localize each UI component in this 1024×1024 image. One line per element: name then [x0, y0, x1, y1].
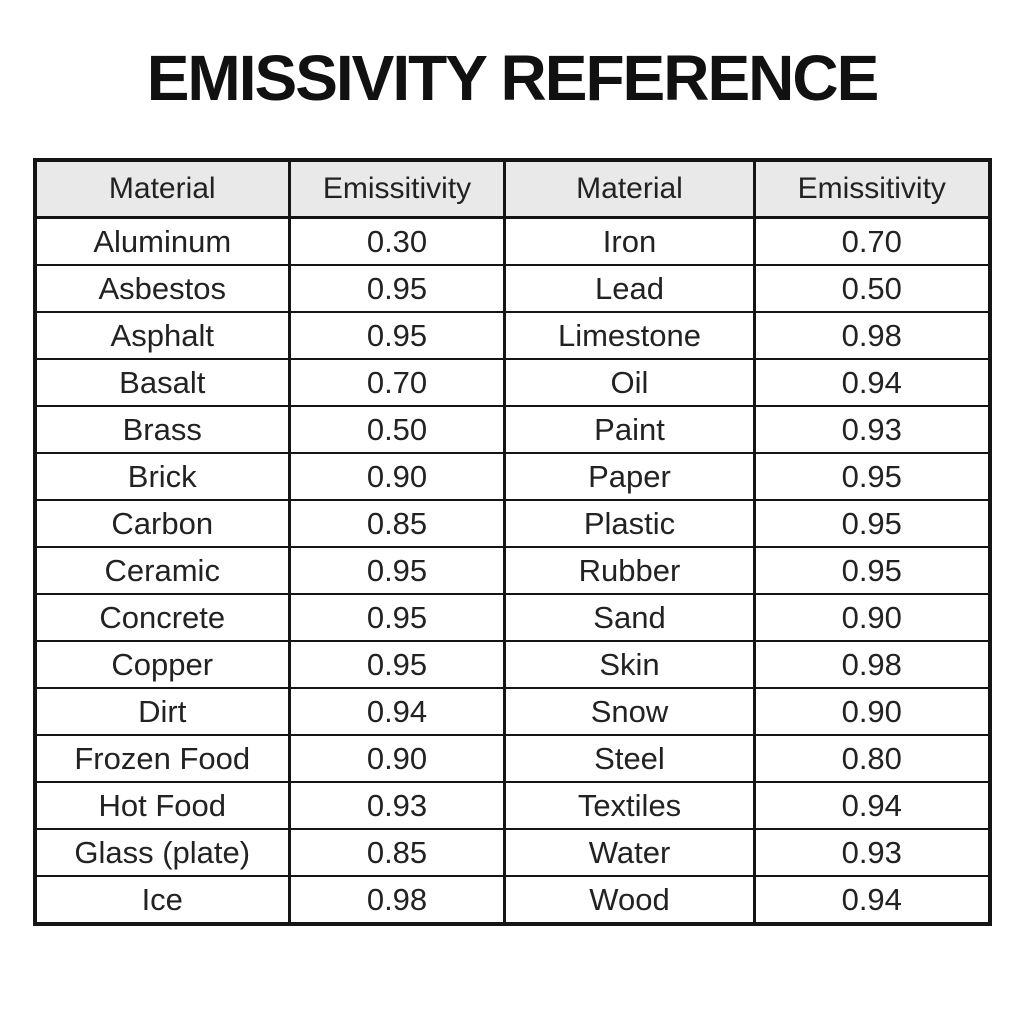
- material-cell: Aluminum: [33, 216, 291, 266]
- table-row: Brick 0.90 Paper 0.95: [33, 452, 991, 501]
- material-cell: Plastic: [503, 499, 756, 548]
- table-row: Asbestos 0.95 Lead 0.50: [33, 264, 991, 313]
- emissivity-value-cell: 0.90: [753, 593, 991, 642]
- table-row: Ceramic 0.95 Rubber 0.95: [33, 546, 991, 595]
- material-cell: Iron: [503, 216, 756, 266]
- table-row: Copper 0.95 Skin 0.98: [33, 640, 991, 689]
- emissivity-value-cell: 0.94: [288, 687, 506, 736]
- table-row: Concrete 0.95 Sand 0.90: [33, 593, 991, 642]
- table-header: Material Emissitivity Material Emissitiv…: [33, 159, 991, 219]
- emissivity-table: Material Emissitivity Material Emissitiv…: [32, 158, 992, 926]
- header-cell-emissivity-right: Emissitivity: [753, 159, 991, 219]
- emissivity-value-cell: 0.95: [288, 546, 506, 595]
- table-row: Frozen Food 0.90 Steel 0.80: [33, 734, 991, 783]
- emissivity-value-cell: 0.95: [288, 264, 506, 313]
- material-cell: Steel: [503, 734, 756, 783]
- emissivity-value-cell: 0.95: [753, 499, 991, 548]
- table-header-row: Material Emissitivity Material Emissitiv…: [33, 159, 991, 219]
- emissivity-value-cell: 0.70: [288, 358, 506, 407]
- emissivity-value-cell: 0.98: [753, 640, 991, 689]
- emissivity-value-cell: 0.80: [753, 734, 991, 783]
- material-cell: Brick: [33, 452, 291, 501]
- material-cell: Carbon: [33, 499, 291, 548]
- material-cell: Asbestos: [33, 264, 291, 313]
- emissivity-value-cell: 0.95: [753, 546, 991, 595]
- table-row: Ice 0.98 Wood 0.94: [33, 875, 991, 925]
- emissivity-value-cell: 0.70: [753, 216, 991, 266]
- emissivity-value-cell: 0.85: [288, 499, 506, 548]
- material-cell: Oil: [503, 358, 756, 407]
- material-cell: Lead: [503, 264, 756, 313]
- material-cell: Glass (plate): [33, 828, 291, 877]
- emissivity-value-cell: 0.93: [288, 781, 506, 830]
- material-cell: Textiles: [503, 781, 756, 830]
- material-cell: Brass: [33, 405, 291, 454]
- material-cell: Paper: [503, 452, 756, 501]
- material-cell: Water: [503, 828, 756, 877]
- emissivity-value-cell: 0.95: [288, 311, 506, 360]
- material-cell: Hot Food: [33, 781, 291, 830]
- material-cell: Limestone: [503, 311, 756, 360]
- material-cell: Ice: [33, 875, 291, 925]
- emissivity-value-cell: 0.85: [288, 828, 506, 877]
- header-cell-material-right: Material: [503, 159, 756, 219]
- material-cell: Asphalt: [33, 311, 291, 360]
- emissivity-value-cell: 0.95: [288, 593, 506, 642]
- material-cell: Rubber: [503, 546, 756, 595]
- material-cell: Dirt: [33, 687, 291, 736]
- material-cell: Paint: [503, 405, 756, 454]
- page-title: EMISSIVITY REFERENCE: [146, 42, 880, 114]
- material-cell: Wood: [503, 875, 756, 925]
- table-row: Hot Food 0.93 Textiles 0.94: [33, 781, 991, 830]
- table-row: Glass (plate) 0.85 Water 0.93: [33, 828, 991, 877]
- emissivity-value-cell: 0.95: [288, 640, 506, 689]
- material-cell: Ceramic: [33, 546, 291, 595]
- emissivity-value-cell: 0.95: [753, 452, 991, 501]
- material-cell: Concrete: [33, 593, 291, 642]
- emissivity-value-cell: 0.90: [288, 452, 506, 501]
- emissivity-value-cell: 0.94: [753, 781, 991, 830]
- emissivity-value-cell: 0.90: [288, 734, 506, 783]
- emissivity-value-cell: 0.93: [753, 405, 991, 454]
- table-body: Aluminum 0.30 Iron 0.70 Asbestos 0.95 Lead 0.50…: [33, 216, 991, 925]
- emissivity-value-cell: 0.94: [753, 875, 991, 925]
- material-cell: Copper: [33, 640, 291, 689]
- table-row: Brass 0.50 Paint 0.93: [33, 405, 991, 454]
- material-cell: Sand: [503, 593, 756, 642]
- emissivity-value-cell: 0.98: [288, 875, 506, 925]
- material-cell: Skin: [503, 640, 756, 689]
- emissivity-value-cell: 0.50: [753, 264, 991, 313]
- table-row: Carbon 0.85 Plastic 0.95: [33, 499, 991, 548]
- emissivity-value-cell: 0.30: [288, 216, 506, 266]
- emissivity-value-cell: 0.50: [288, 405, 506, 454]
- emissivity-value-cell: 0.98: [753, 311, 991, 360]
- table-row: Asphalt 0.95 Limestone 0.98: [33, 311, 991, 360]
- header-cell-material-left: Material: [33, 159, 291, 219]
- emissivity-value-cell: 0.94: [753, 358, 991, 407]
- material-cell: Frozen Food: [33, 734, 291, 783]
- emissivity-value-cell: 0.90: [753, 687, 991, 736]
- table-row: Basalt 0.70 Oil 0.94: [33, 358, 991, 407]
- material-cell: Basalt: [33, 358, 291, 407]
- header-cell-emissivity-left: Emissitivity: [288, 159, 506, 219]
- emissivity-value-cell: 0.93: [753, 828, 991, 877]
- material-cell: Snow: [503, 687, 756, 736]
- table-row: Dirt 0.94 Snow 0.90: [33, 687, 991, 736]
- table-row: Aluminum 0.30 Iron 0.70: [33, 216, 991, 266]
